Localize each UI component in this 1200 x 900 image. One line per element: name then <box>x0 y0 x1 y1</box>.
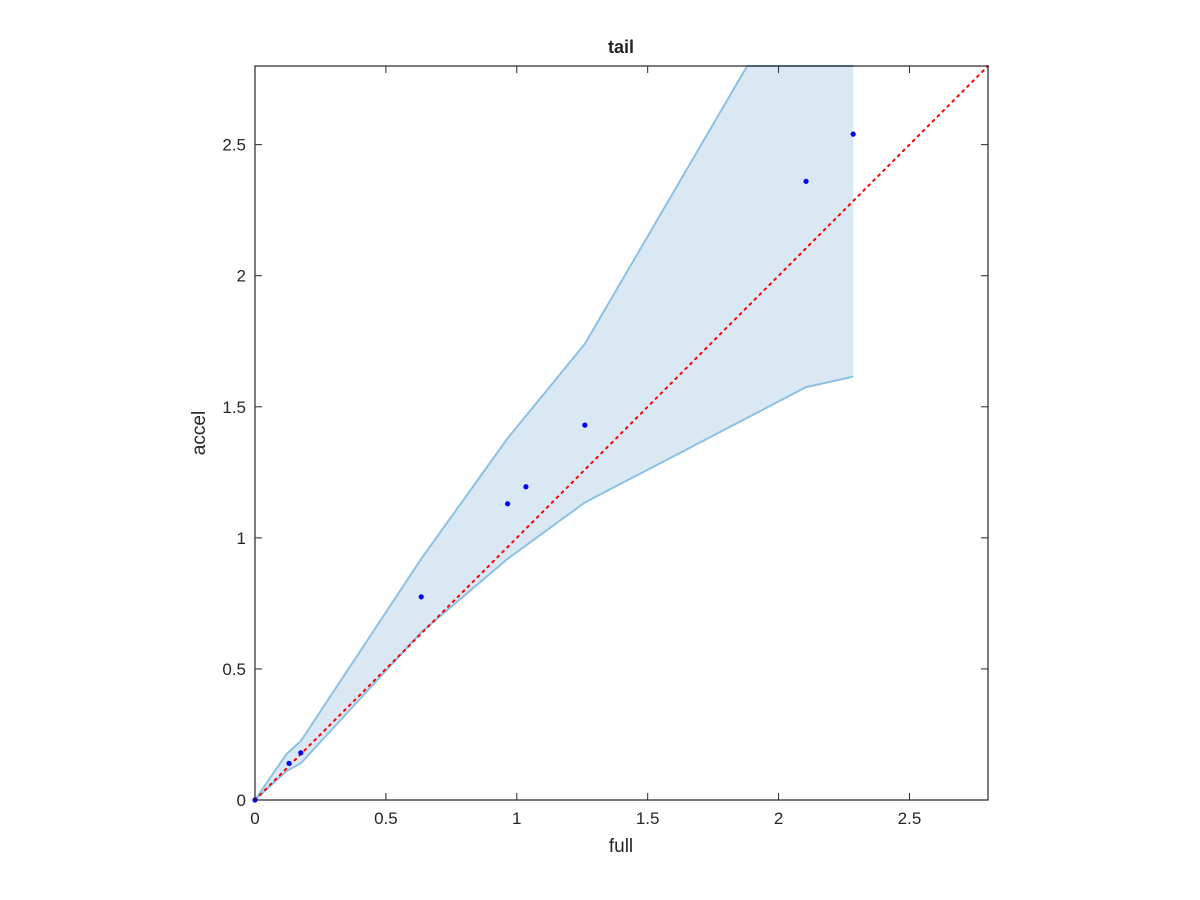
reference-line <box>254 65 989 801</box>
data-point <box>418 594 424 600</box>
band-upper-edge <box>254 65 854 801</box>
band-lower-edge <box>254 375 854 801</box>
x-axis-label: full <box>609 836 633 857</box>
x-axis-ticks: 0 0.5 1 1.5 2 2.5 <box>250 66 921 828</box>
y-tick-label: 2.5 <box>222 136 246 155</box>
y-tick-label: 1.5 <box>222 398 246 417</box>
y-tick-label: 1 <box>237 529 246 548</box>
data-point <box>505 501 511 507</box>
data-point <box>523 484 529 490</box>
y-axis-label: accel <box>189 411 210 455</box>
axes-box <box>254 65 989 801</box>
x-tick-label: 1 <box>512 809 521 828</box>
y-tick-label: 0 <box>237 791 246 810</box>
y-tick-label: 0.5 <box>222 660 246 679</box>
band-fill <box>255 66 854 800</box>
x-tick-label: 2 <box>774 809 783 828</box>
reference-line-path <box>254 65 989 801</box>
chart-title: tail <box>608 37 634 57</box>
data-point <box>298 750 304 756</box>
y-axis-ticks: 0 0.5 1 1.5 2 2.5 <box>222 136 988 810</box>
x-tick-label: 1.5 <box>636 809 660 828</box>
x-tick-label: 2.5 <box>898 809 922 828</box>
data-point <box>286 760 292 766</box>
x-tick-label: 0.5 <box>374 809 398 828</box>
y-tick-label: 2 <box>237 267 246 286</box>
data-points <box>252 131 856 803</box>
data-point <box>582 422 588 428</box>
x-tick-label: 0 <box>250 809 259 828</box>
confidence-band <box>254 65 854 801</box>
data-point <box>850 131 856 137</box>
data-point <box>803 178 809 184</box>
